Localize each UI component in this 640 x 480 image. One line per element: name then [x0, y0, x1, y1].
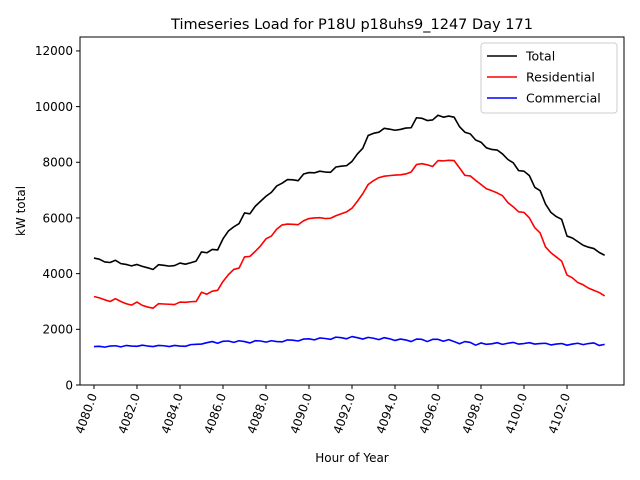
series-line-commercial — [93, 335, 605, 348]
x-axis-ticks: 4080.0 4082.0 4084.0 4086.0 4088.0 4090.0 4092… — [73, 385, 574, 436]
y-axis-label: kW total — [14, 186, 28, 236]
y-tick-label: 12000 — [35, 44, 73, 58]
x-tick-label: 4082.0 — [116, 391, 144, 435]
y-axis-ticks: 0 2000 4000 6000 8000 10000 12000 — [35, 44, 80, 392]
series-line-residential — [93, 159, 606, 309]
x-tick-label: 4102.0 — [546, 391, 574, 435]
x-tick-label: 4094.0 — [374, 391, 402, 435]
x-tick-label: 4090.0 — [288, 391, 316, 435]
x-tick-label: 4084.0 — [159, 391, 187, 435]
y-tick-label: 8000 — [42, 156, 73, 170]
legend-label-total: Total — [525, 49, 555, 64]
chart-title: Timeseries Load for P18U p18uhs9_1247 Da… — [170, 17, 533, 33]
y-tick-label: 2000 — [42, 323, 73, 337]
legend-label-residential: Residential — [526, 70, 595, 85]
y-tick-label: 0 — [65, 378, 73, 392]
y-tick-label: 6000 — [42, 211, 73, 225]
series-layer — [93, 114, 606, 348]
series-line-total — [93, 114, 606, 271]
x-tick-label: 4088.0 — [245, 391, 273, 435]
x-axis-label: Hour of Year — [315, 451, 389, 465]
legend-label-commercial: Commercial — [526, 91, 601, 106]
y-tick-label: 10000 — [35, 100, 73, 114]
legend-box — [480, 42, 618, 114]
x-tick-label: 4100.0 — [503, 391, 531, 435]
x-tick-label: 4086.0 — [202, 391, 230, 435]
y-tick-label: 4000 — [42, 267, 73, 281]
x-tick-label: 4080.0 — [73, 391, 101, 435]
x-tick-label: 4098.0 — [460, 391, 488, 435]
x-tick-label: 4096.0 — [417, 391, 445, 435]
legend: Total Residential Commercial — [480, 42, 618, 114]
x-tick-label: 4092.0 — [331, 391, 359, 435]
